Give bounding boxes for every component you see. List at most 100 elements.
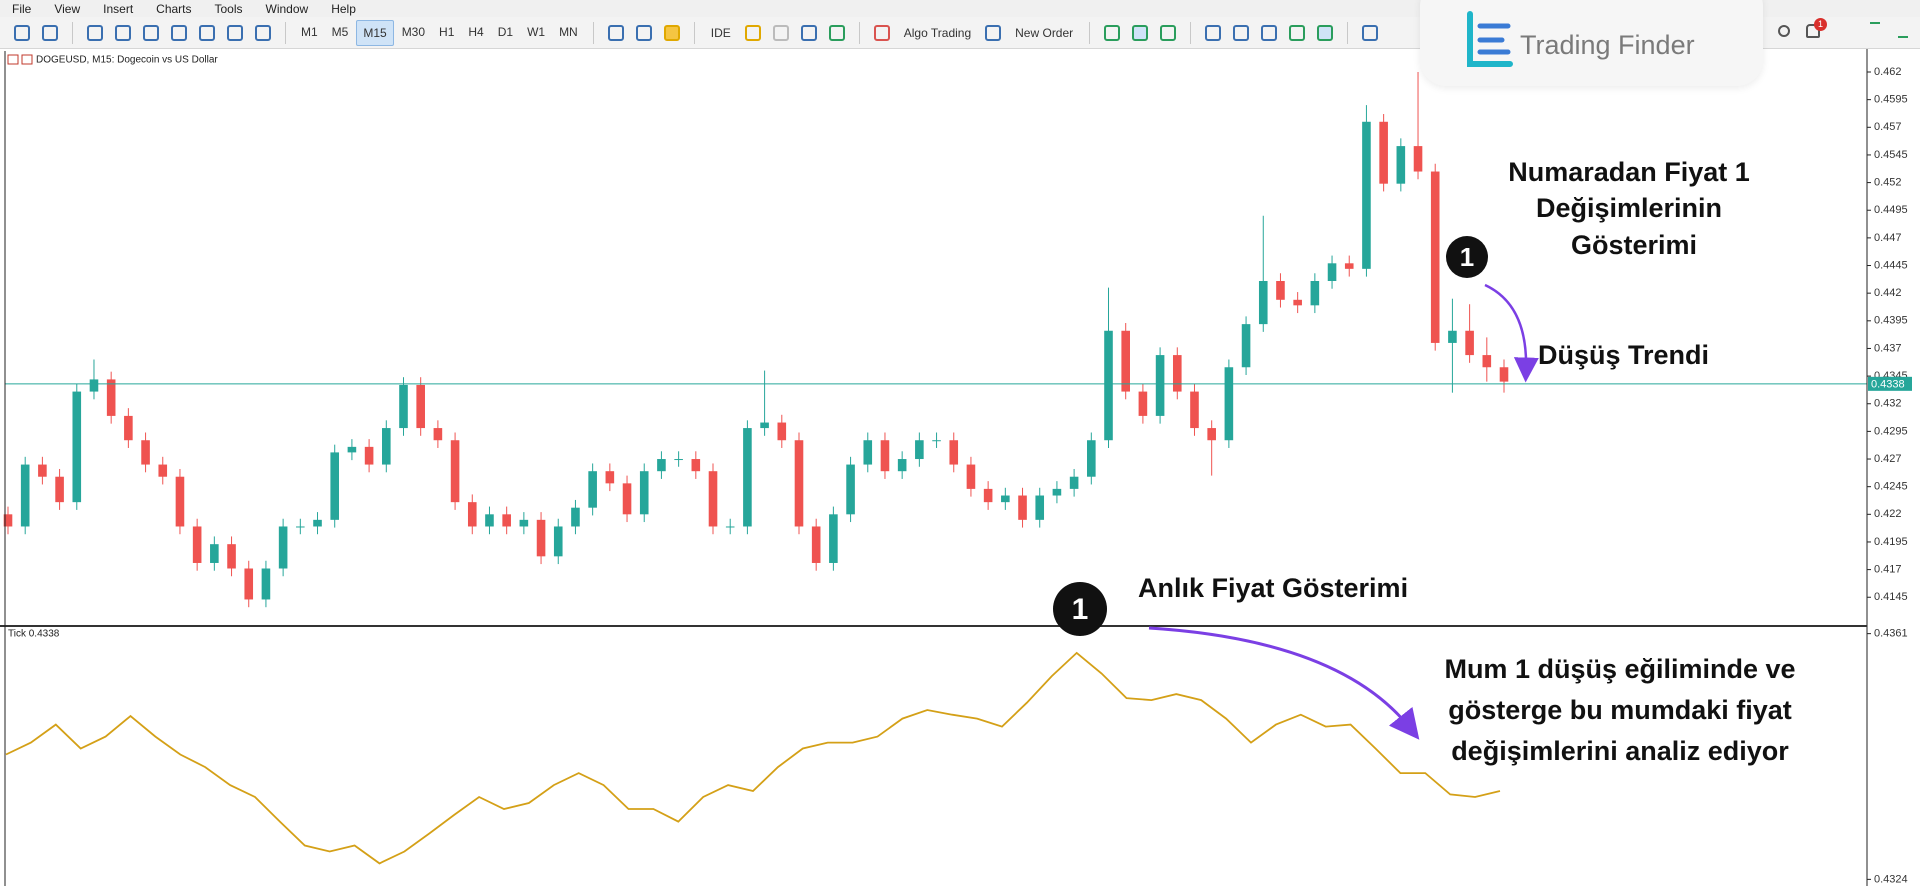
timeframe-button[interactable]: H4 [468,24,484,39]
indicators-button[interactable] [607,24,624,41]
y-tick-label: 0.4295 [1874,425,1908,437]
cloud-button[interactable] [800,24,817,41]
separator [1347,21,1349,44]
y-tick-label: 0.4324 [1874,873,1908,885]
y-tick-label: 0.4495 [1874,204,1908,216]
new-order-button[interactable]: New Order [1015,25,1074,40]
window-controls: 1 [1770,18,1920,46]
separator [592,21,594,44]
current-price-box [1868,376,1912,391]
candle-body [1069,476,1079,489]
menu-item[interactable]: View [54,1,81,16]
annotation-text: Anlık Fiyat Gösterimi [1138,573,1408,603]
candle-body [38,464,47,477]
timeframe-button[interactable]: M30 [401,24,426,39]
annotation-text: gösterge bu mumdaki fiyat [1448,695,1792,725]
menu-item[interactable]: Help [331,1,356,16]
candle-body [330,452,340,520]
algo-icon [873,24,890,41]
y-tick-label: 0.452 [1874,176,1902,188]
candle-body [1430,171,1440,343]
hline-tool[interactable] [115,24,131,41]
candle-body [1018,495,1027,520]
y-tick-label: 0.4595 [1874,94,1908,106]
timeframe-button[interactable]: M5 [331,24,349,39]
menu-item[interactable]: Charts [156,1,192,16]
text-tool[interactable] [227,24,243,41]
candle-body [1035,495,1045,520]
indicator-header: Tick 0.4338 [8,629,60,640]
candle-body [1172,355,1182,392]
trend-tool[interactable] [143,24,159,41]
candle-body [829,514,838,563]
maximize-button[interactable] [1898,36,1908,38]
candle-body [777,422,787,441]
y-tick-label: 0.442 [1874,287,1902,299]
shapes-tool[interactable] [255,24,271,41]
candle-body [1258,281,1268,325]
shift-button[interactable] [1317,24,1334,41]
timeframe-button[interactable]: H1 [439,24,455,39]
cursor-tool[interactable] [14,24,30,41]
channel-tool[interactable] [171,24,187,41]
timeframe-button[interactable]: M15 [356,19,394,46]
separator [72,21,73,44]
candle-chart-button[interactable] [1132,24,1149,41]
line-chart-button[interactable] [1160,24,1177,41]
candle-body [1276,281,1285,300]
candle-body [1499,367,1509,382]
chart-background [0,49,1920,886]
candle-body [467,502,477,527]
candle-body [1310,281,1320,306]
timeframe-button[interactable]: MN [559,24,578,39]
line-tool[interactable] [87,24,103,41]
order-icon [985,24,1002,41]
search-button[interactable] [1778,25,1790,37]
candle-body [296,526,305,528]
separator [1089,21,1091,44]
vps-button[interactable] [828,24,845,41]
timeframe-button[interactable]: M1 [301,24,318,39]
templates-button[interactable] [635,24,652,41]
lock-button[interactable] [744,24,761,41]
algo-trading-button[interactable]: Algo Trading [903,25,972,40]
candle-body [175,476,185,527]
candle-body [743,428,752,527]
badge [1053,582,1107,636]
candle-body [1138,391,1148,416]
timeframe-button[interactable]: D1 [497,24,514,39]
candle-body [1413,146,1423,172]
grid-button[interactable] [1261,24,1278,41]
market-button[interactable] [663,24,680,41]
ide-button[interactable]: IDE [710,25,731,40]
badge-number: 1 [1460,242,1474,272]
screenshot-button[interactable] [1362,24,1379,41]
candle-body [674,459,683,461]
minimize-button[interactable] [1870,22,1880,24]
menu-item[interactable]: Window [265,1,309,16]
candle-body [1448,330,1457,343]
menu-item[interactable]: Tools [214,1,243,16]
candle-body [588,471,597,508]
timeframe-button[interactable]: W1 [527,24,546,39]
candle-body [141,440,150,465]
autoscroll-button[interactable] [1289,24,1306,41]
menu-item[interactable]: Insert [103,1,134,16]
notifications-button[interactable] [1806,24,1820,38]
zoom-out-button[interactable] [1233,24,1250,41]
menu-item[interactable]: File [12,1,32,16]
y-tick-label: 0.4445 [1874,259,1908,271]
candle-body [382,428,391,465]
crosshair-tool[interactable] [42,24,58,41]
candle-body [55,476,64,503]
candle-body [244,568,254,600]
candle-body [571,507,580,527]
bar-chart-button[interactable] [1104,24,1121,41]
y-tick-label: 0.4245 [1874,481,1908,493]
candle-body [725,526,735,528]
signal-button[interactable] [772,24,789,41]
fibo-tool[interactable] [199,24,215,41]
timeframes: M1 M5 M15 M30 H1 H4 D1 W1 MN [294,19,585,46]
zoom-in-button[interactable] [1205,24,1222,41]
